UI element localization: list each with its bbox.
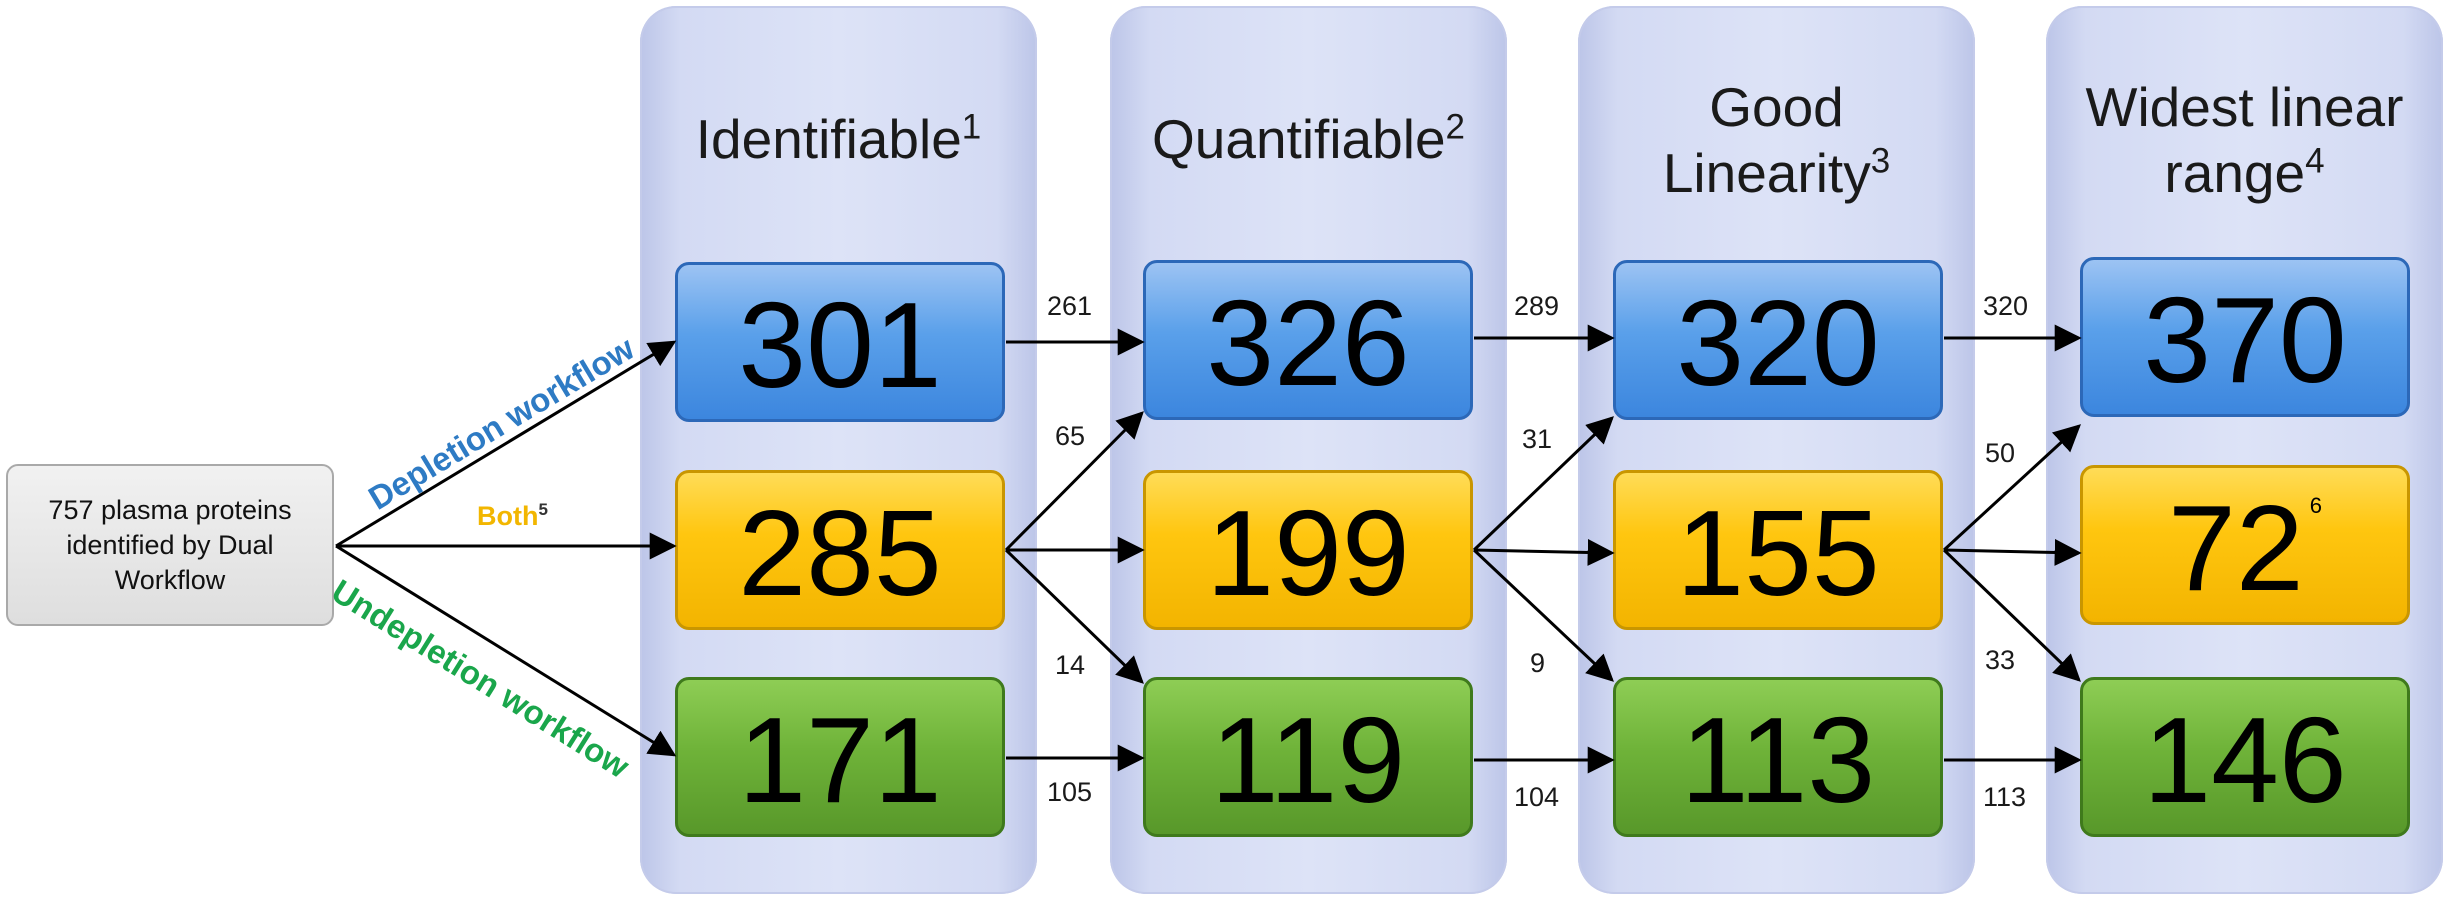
identifiable-both-box: 285	[675, 470, 1005, 630]
good-linearity-undepletion-box: 113	[1613, 677, 1943, 837]
arrow-source-undepletion	[335, 544, 677, 757]
flow-label-c2c3-bd: 31	[1522, 424, 1553, 454]
column-title-good-linearity: Good Linearity3	[1662, 76, 1891, 204]
flow-label-c1c2-dd: 261	[1047, 291, 1093, 321]
arrow-c2-c3-both-to-undepletion	[1472, 548, 1614, 682]
arrow-source-depletion	[335, 340, 677, 548]
arrow-c1-c2-both-to-depletion	[1004, 411, 1144, 552]
flow-label-c2c3-uu: 104	[1514, 782, 1560, 812]
good-linearity-both-box: 155	[1613, 470, 1943, 630]
flow-label-c2c3-dd: 289	[1514, 291, 1560, 321]
widest-range-depletion-box: 370	[2080, 257, 2410, 417]
arrow-c3-c4-both	[1943, 538, 2082, 566]
flow-label-c3c4-uu: 113	[1983, 782, 2027, 812]
flow-label-c1c2-uu: 105	[1047, 777, 1093, 807]
arrow-c2-c3-both-to-depletion	[1472, 416, 1614, 552]
quantifiable-undepletion-box: 119	[1143, 677, 1473, 837]
arrow-c1-c2-both-to-undepletion	[1004, 548, 1144, 684]
quantifiable-depletion-box: 326	[1143, 260, 1473, 420]
column-title-quantifiable: Quantifiable2	[1152, 107, 1465, 170]
flow-label-c1c2-bu: 14	[1055, 650, 1086, 680]
column-title-widest-linear-range: Widest linear range4	[2085, 76, 2404, 204]
flow-label-c2c3-bu: 9	[1530, 648, 1546, 678]
arrow-c3-c4-both-to-undepletion	[1942, 548, 2081, 682]
good-linearity-depletion-box: 320	[1613, 260, 1943, 420]
flow-label-c3c4-bd: 50	[1985, 438, 2016, 468]
source-box: 757 plasma proteins identified by Dual W…	[6, 464, 334, 626]
column-title-identifiable: Identifiable1	[695, 107, 982, 170]
both-workflow-label: Both5	[477, 500, 548, 531]
widest-range-both-box: 72 6	[2080, 465, 2410, 625]
flow-label-c3c4-dd: 320	[1983, 291, 2029, 321]
arrow-c3-c4-both-to-depletion	[1942, 424, 2081, 552]
flow-label-c1c2-bd: 65	[1055, 421, 1086, 451]
arrow-c2-c3-both	[1473, 538, 1615, 566]
flow-label-c3c4-bu: 33	[1985, 645, 2016, 675]
widest-range-undepletion-box: 146	[2080, 677, 2410, 837]
identifiable-undepletion-box: 171	[675, 677, 1005, 837]
identifiable-depletion-box: 301	[675, 262, 1005, 422]
